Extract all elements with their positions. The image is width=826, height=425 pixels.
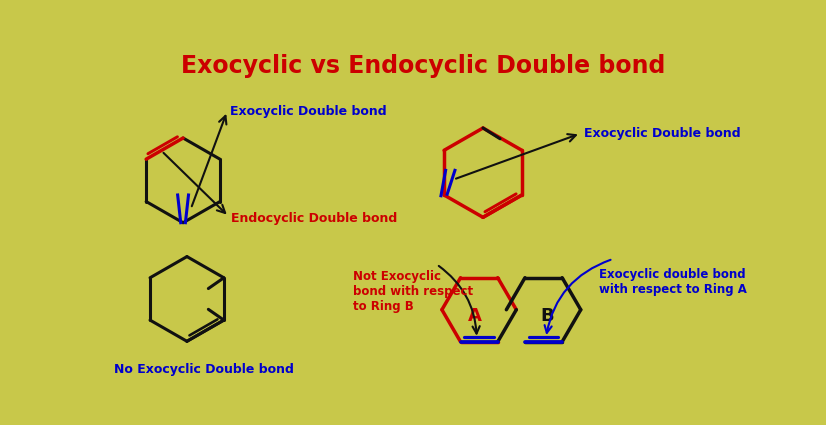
Text: Endocyclic Double bond: Endocyclic Double bond bbox=[231, 212, 397, 225]
Text: No Exocyclic Double bond: No Exocyclic Double bond bbox=[114, 363, 294, 376]
Text: Exocyclic vs Endocyclic Double bond: Exocyclic vs Endocyclic Double bond bbox=[181, 54, 666, 78]
Text: Exocyclic Double bond: Exocyclic Double bond bbox=[584, 127, 740, 140]
Text: Not Exocyclic
bond with respect
to Ring B: Not Exocyclic bond with respect to Ring … bbox=[353, 270, 473, 314]
Text: Exocyclic Double bond: Exocyclic Double bond bbox=[230, 105, 387, 118]
Text: Exocyclic double bond
with respect to Ring A: Exocyclic double bond with respect to Ri… bbox=[599, 268, 748, 296]
Text: B: B bbox=[541, 307, 554, 325]
Text: A: A bbox=[468, 307, 482, 325]
